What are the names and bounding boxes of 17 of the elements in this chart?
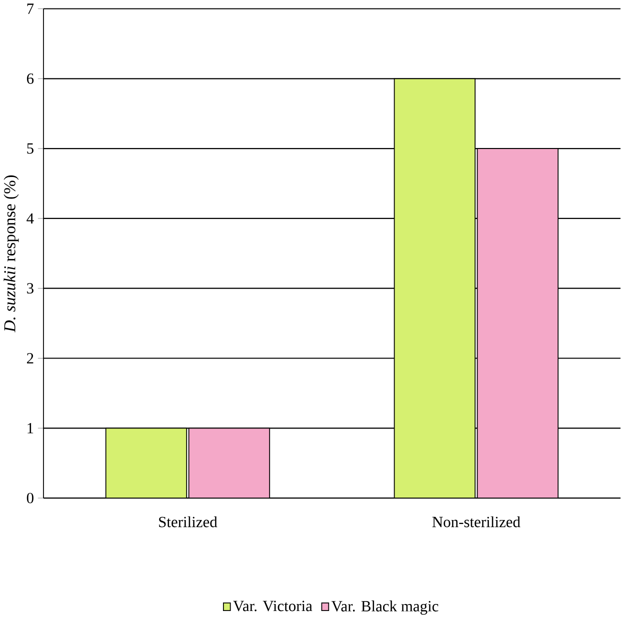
y-tick-label: 3 [27,282,34,294]
x-tick-label: Sterilized [159,516,218,528]
bar [188,428,270,498]
bar [394,78,476,498]
x-tick-label: Non-sterilized [432,516,520,528]
y-tick-label: 2 [26,352,34,364]
legend-label: Var. Black magic [331,600,438,614]
y-tick-label: 4 [26,213,34,224]
bar [476,148,559,498]
y-tick-label: 0 [26,492,34,504]
y-tick-label: 7 [27,3,34,14]
y-axis-title: D. suzukii response (%) [4,175,19,332]
bar [105,428,188,498]
legend-label: Var. Victoria [233,600,312,612]
y-tick-label: 6 [26,73,34,84]
y-tick-label: 5 [27,143,34,154]
y-tick-label: 1 [28,422,34,434]
